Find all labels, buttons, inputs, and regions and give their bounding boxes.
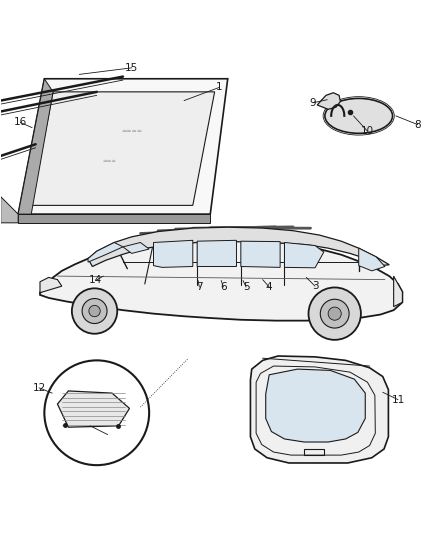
Polygon shape [285,243,324,268]
Text: 16: 16 [14,117,27,127]
Polygon shape [197,240,237,266]
Text: 14: 14 [89,276,102,286]
Circle shape [320,299,349,328]
Circle shape [82,298,107,324]
Text: 9: 9 [310,98,316,108]
Polygon shape [57,391,130,427]
Text: ≈≈≈: ≈≈≈ [103,159,117,164]
Text: 10: 10 [361,126,374,136]
Ellipse shape [325,99,392,133]
Polygon shape [153,240,193,268]
Circle shape [89,305,100,317]
Circle shape [44,360,149,465]
Text: 7: 7 [196,282,203,292]
Polygon shape [251,356,389,463]
Polygon shape [40,238,403,321]
Polygon shape [317,93,340,109]
Text: 4: 4 [266,282,272,292]
Text: 8: 8 [414,119,421,130]
Text: 3: 3 [312,281,318,291]
Polygon shape [266,369,365,442]
Circle shape [72,288,117,334]
Text: 11: 11 [392,394,405,405]
Circle shape [308,287,361,340]
Polygon shape [88,227,389,266]
Polygon shape [88,243,123,262]
Polygon shape [394,276,403,306]
Text: 5: 5 [243,282,249,292]
Polygon shape [359,248,385,271]
Polygon shape [123,243,149,253]
Text: 13: 13 [101,430,114,440]
Text: 6: 6 [220,282,227,292]
Text: ≈≈≈≈: ≈≈≈≈ [121,128,142,134]
Polygon shape [241,241,280,268]
Polygon shape [1,197,18,223]
Polygon shape [18,214,210,223]
Text: 12: 12 [32,383,46,393]
Polygon shape [18,79,228,214]
Text: 15: 15 [125,63,138,73]
Circle shape [328,307,341,320]
Polygon shape [31,92,215,205]
Polygon shape [40,277,62,293]
Polygon shape [18,79,53,214]
Text: 1: 1 [215,83,223,93]
